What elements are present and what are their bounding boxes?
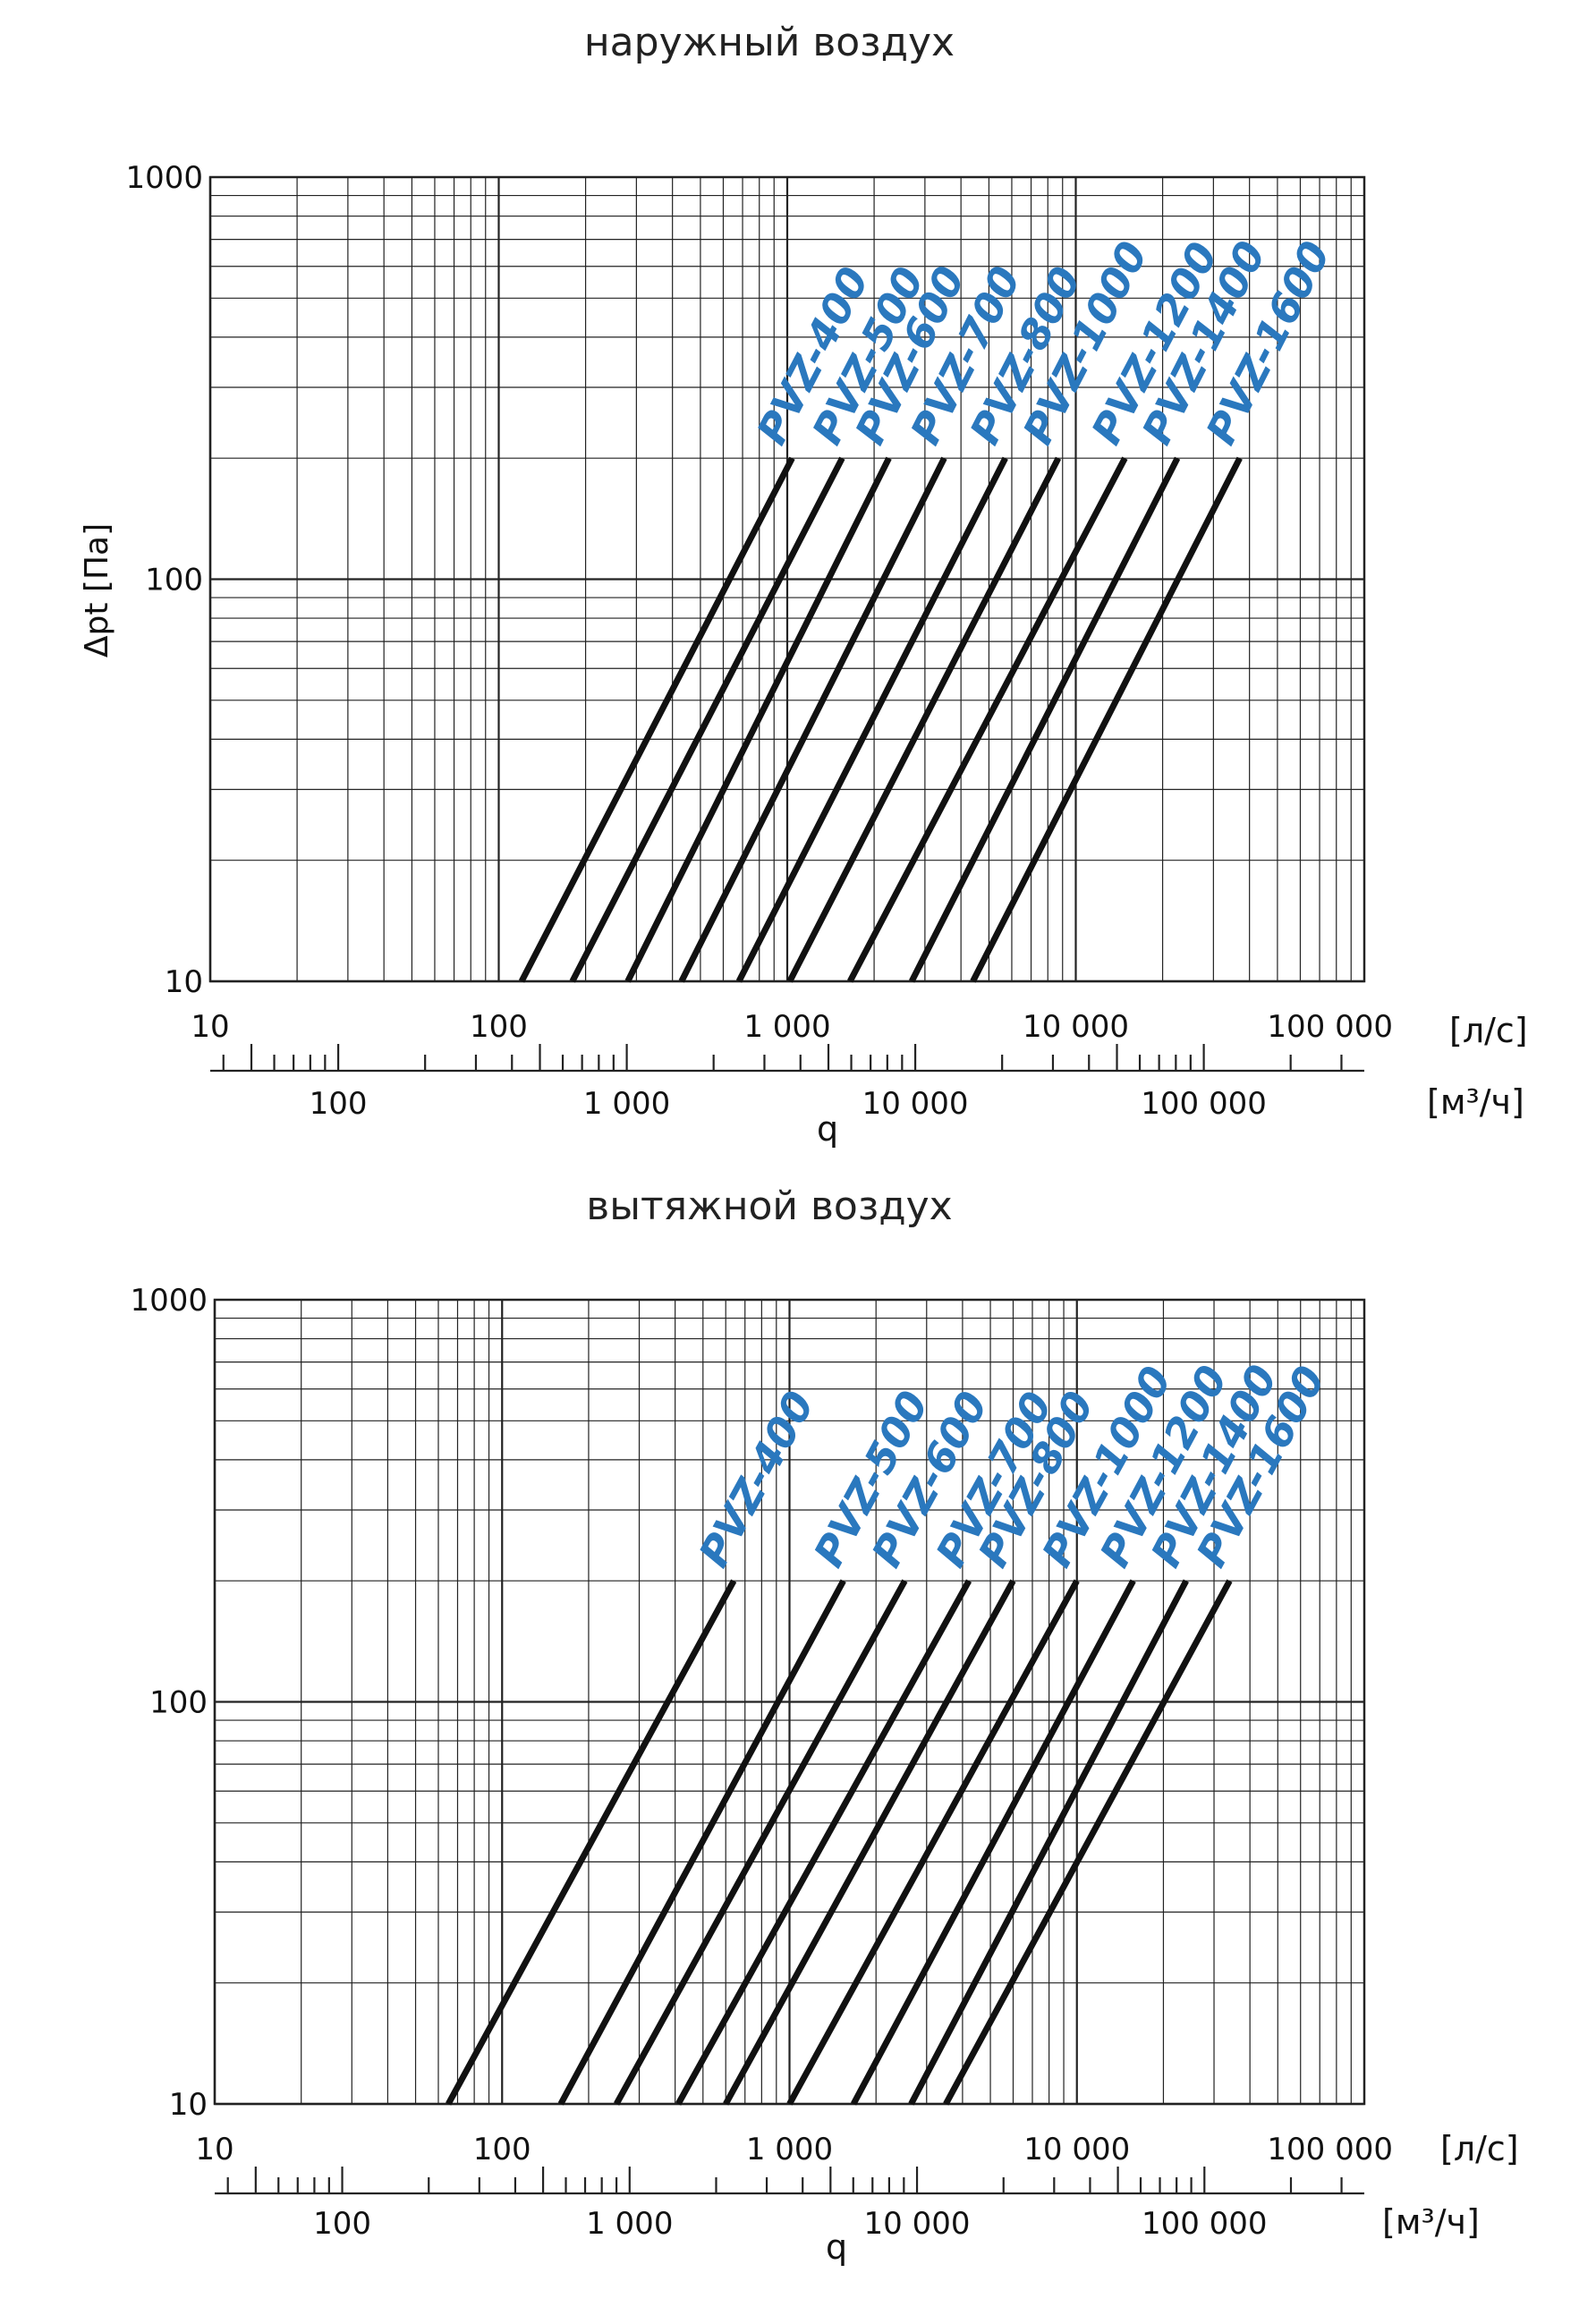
series-line-pvz-1000 <box>786 456 1062 983</box>
x-axis-label: q <box>817 1109 838 1149</box>
x-tick-label: 1 000 <box>746 2132 833 2167</box>
secondary-tick-label: 10 000 <box>862 1086 969 1122</box>
series-line-pvz-400 <box>518 456 795 983</box>
series-line-pvz-1600 <box>970 456 1243 983</box>
x-tick-label: 100 000 <box>1267 2132 1393 2167</box>
series-group: PVZ-400PVZ-500PVZ-600PVZ-700PVZ-800PVZ-1… <box>518 233 1340 983</box>
secondary-tick-label: 100 <box>310 1086 368 1122</box>
x-tick-label: 10 <box>195 2132 233 2167</box>
y-tick-label: 100 <box>145 563 203 598</box>
secondary-unit-label: [м³/ч] <box>1382 2202 1480 2242</box>
plot-frame <box>208 175 1366 983</box>
secondary-tick-label: 10 000 <box>864 2206 971 2242</box>
chart-title: наружный воздух <box>584 20 955 65</box>
x-unit-label: [л/с] <box>1449 1011 1528 1050</box>
series-line-pvz-500 <box>569 456 845 983</box>
chart-2: вытяжной воздух 10 100 1000 10 100 1 000 10 000… <box>130 1183 1518 2267</box>
x-tick-label: 100 000 <box>1267 1009 1393 1045</box>
series-line-pvz-800 <box>735 456 1008 983</box>
secondary-tick-label: 1 000 <box>586 2206 673 2242</box>
series-line-pvz-1400 <box>908 456 1181 983</box>
series-line-pvz-1400 <box>908 1579 1189 2106</box>
x-tick-label: 10 000 <box>1023 1009 1129 1045</box>
series-line-pvz-1600 <box>943 1579 1233 2106</box>
series-label: PVZ-400 <box>689 1383 823 1574</box>
y-axis-label: Δpt [Па] <box>79 523 115 657</box>
series-line-pvz-700 <box>675 1579 972 2106</box>
y-tick-label: 10 <box>169 2087 208 2123</box>
x-tick-label: 100 <box>473 2132 531 2167</box>
y-tick-label: 100 <box>149 1685 208 1721</box>
series-line-pvz-1200 <box>847 456 1128 983</box>
x-tick-label: 10 000 <box>1023 2132 1130 2167</box>
series-line-pvz-600 <box>624 456 892 983</box>
secondary-tick-label: 100 000 <box>1142 2206 1268 2242</box>
secondary-tick-label: 100 000 <box>1141 1086 1267 1122</box>
series-line-pvz-500 <box>557 1579 846 2106</box>
y-tick-label: 1000 <box>125 160 203 196</box>
series-group: PVZ-400PVZ-500PVZ-600PVZ-700PVZ-800PVZ-1… <box>446 1357 1335 2106</box>
secondary-tick-label: 1 000 <box>583 1086 670 1122</box>
x-axis-label: q <box>826 2227 847 2267</box>
series-line-pvz-1200 <box>850 1579 1136 2106</box>
series-line-pvz-600 <box>614 1579 908 2106</box>
y-tick-label: 10 <box>165 964 203 1000</box>
y-tick-label: 1000 <box>130 1283 208 1319</box>
secondary-tick-label: 100 <box>313 2206 371 2242</box>
chart-title: вытяжной воздух <box>586 1183 952 1229</box>
series-line-pvz-400 <box>446 1579 737 2106</box>
chart-1: наружный воздух 10 100 1000 Δpt [Па] 10 100 1 0… <box>79 20 1528 1149</box>
secondary-x-axis: 100 1 000 10 000 100 000 [м³/ч] q <box>215 2167 1480 2267</box>
x-tick-label: 10 <box>191 1009 229 1045</box>
series-line-pvz-800 <box>723 1579 1016 2106</box>
series-line-pvz-700 <box>678 456 947 983</box>
x-tick-label: 100 <box>470 1009 528 1045</box>
x-tick-label: 1 000 <box>743 1009 830 1045</box>
grid <box>208 175 1366 983</box>
grid <box>213 1298 1366 2106</box>
secondary-unit-label: [м³/ч] <box>1427 1082 1524 1122</box>
secondary-x-axis: 100 1 000 10 000 100 000 [м³/ч] q <box>210 1044 1524 1149</box>
series-line-pvz-1000 <box>786 1579 1080 2106</box>
x-unit-label: [л/с] <box>1440 2129 1519 2168</box>
